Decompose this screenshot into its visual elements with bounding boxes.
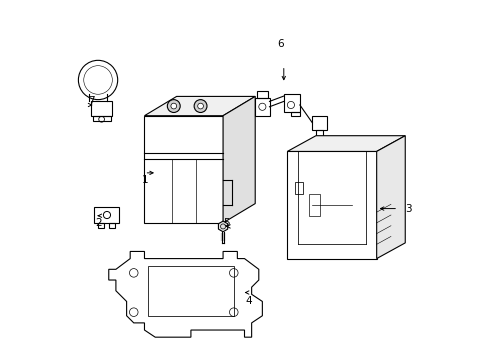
Text: 7: 7: [88, 96, 94, 107]
Bar: [98, 223, 104, 228]
Text: 2: 2: [95, 218, 102, 228]
Circle shape: [194, 100, 206, 112]
Text: 5: 5: [223, 218, 230, 228]
Circle shape: [197, 103, 203, 109]
Bar: [308, 194, 319, 216]
Bar: [148, 266, 233, 316]
Bar: [93, 116, 110, 121]
Polygon shape: [287, 136, 405, 152]
Bar: [315, 130, 323, 137]
Circle shape: [171, 103, 176, 109]
Polygon shape: [223, 96, 255, 223]
Polygon shape: [218, 221, 227, 232]
Bar: [255, 98, 269, 116]
Text: 3: 3: [405, 203, 411, 213]
Bar: [91, 102, 112, 116]
Bar: [290, 112, 299, 116]
Text: 4: 4: [244, 296, 251, 306]
Text: 6: 6: [276, 39, 283, 49]
Bar: [108, 223, 115, 228]
Polygon shape: [144, 96, 255, 116]
Bar: [257, 91, 267, 98]
Text: 1: 1: [141, 175, 148, 185]
Circle shape: [167, 100, 180, 112]
Bar: [94, 207, 119, 223]
Bar: [294, 182, 303, 194]
Polygon shape: [376, 136, 405, 258]
Polygon shape: [144, 116, 223, 223]
Bar: [312, 116, 326, 130]
Polygon shape: [108, 251, 262, 337]
Bar: [283, 94, 299, 112]
Polygon shape: [287, 152, 376, 258]
